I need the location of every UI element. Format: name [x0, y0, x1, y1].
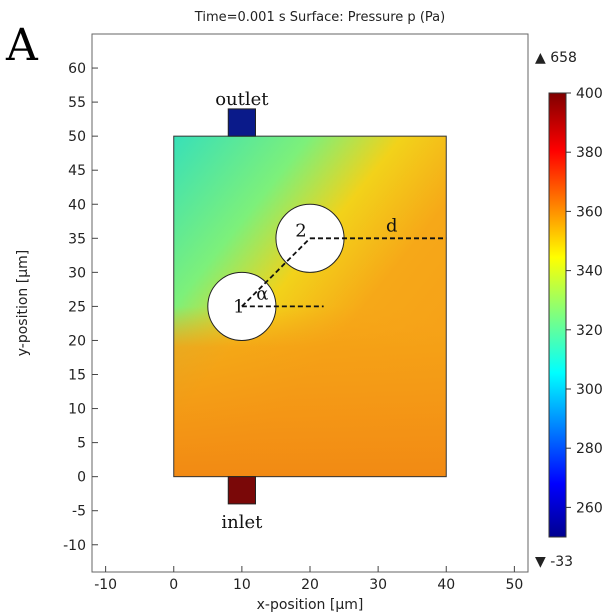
colorbar-tick-label: 320: [576, 323, 603, 339]
inlet-label: inlet: [221, 512, 263, 533]
y-tick-label: -5: [72, 504, 86, 520]
y-tick-label: 25: [68, 299, 86, 315]
y-tick-label: 5: [77, 436, 86, 452]
y-tick-label: 45: [68, 163, 86, 179]
y-tick-label: 15: [68, 368, 86, 384]
outlet-label: outlet: [215, 89, 269, 110]
x-tick-label: 20: [301, 577, 319, 593]
colorbar-tick-label: 400: [576, 86, 603, 102]
y-tick-label: 20: [68, 333, 86, 349]
x-tick-label: 10: [233, 577, 251, 593]
outlet-channel: [227, 108, 256, 137]
y-tick-label: 40: [68, 197, 86, 213]
y-tick-label: 60: [68, 61, 86, 77]
y-tick-label: 10: [68, 402, 86, 418]
inlet-channel: [227, 476, 256, 505]
colorbar-tick-label: 300: [576, 382, 603, 398]
y-tick-label: 0: [77, 470, 86, 486]
x-tick-label: 0: [169, 577, 178, 593]
colorbar-gradient: [548, 92, 567, 538]
y-tick-label: 55: [68, 95, 86, 111]
guide-line-1: [241, 237, 311, 308]
colorbar-min-label: ▼ -33: [535, 554, 573, 570]
obstacle-label-2: 2: [295, 220, 306, 241]
colorbar-max-label: ▲ 658: [535, 50, 577, 66]
x-tick-label: 40: [437, 577, 455, 593]
guide-lines: [241, 237, 447, 308]
x-tick-label: -10: [94, 577, 117, 593]
colorbar-tick-label: 360: [576, 204, 603, 220]
x-tick-label: 30: [369, 577, 387, 593]
y-tick-label: 50: [68, 129, 86, 145]
y-tick-label: 35: [68, 231, 86, 247]
colorbar-tick-label: 260: [576, 500, 603, 516]
annotation-2: d: [386, 215, 398, 236]
pressure-field: [173, 136, 447, 477]
panel-label: A: [5, 20, 39, 71]
y-axis-label: y-position [µm]: [15, 250, 31, 356]
colorbar-tick-label: 340: [576, 264, 603, 280]
y-axis: -10 -5 0 5 10 15 20 25 30 35 40 45 50 55 60: [63, 61, 98, 554]
colorbar: 260 280 300 320 340 360 380 400 ▲ 658 ▼ -33: [535, 50, 603, 570]
obstacle-label-1: 1: [233, 296, 244, 317]
colorbar-tick-label: 280: [576, 441, 603, 457]
y-tick-label: -10: [63, 538, 86, 554]
x-axis-label: x-position [µm]: [257, 597, 364, 613]
x-tick-label: 50: [505, 577, 523, 593]
domain-border: [173, 135, 447, 478]
annotations: αd: [256, 215, 397, 304]
colorbar-tick-label: 380: [576, 145, 603, 161]
annotation-1: α: [256, 284, 268, 305]
y-tick-label: 30: [68, 265, 86, 281]
chart-title: Time=0.001 s Surface: Pressure p (Pa): [194, 10, 445, 25]
field-outlet-low-pressure: [214, 136, 270, 171]
field-inlet-high-pressure: [220, 435, 264, 477]
x-axis: -10 0 10 20 30 40 50: [94, 566, 523, 593]
